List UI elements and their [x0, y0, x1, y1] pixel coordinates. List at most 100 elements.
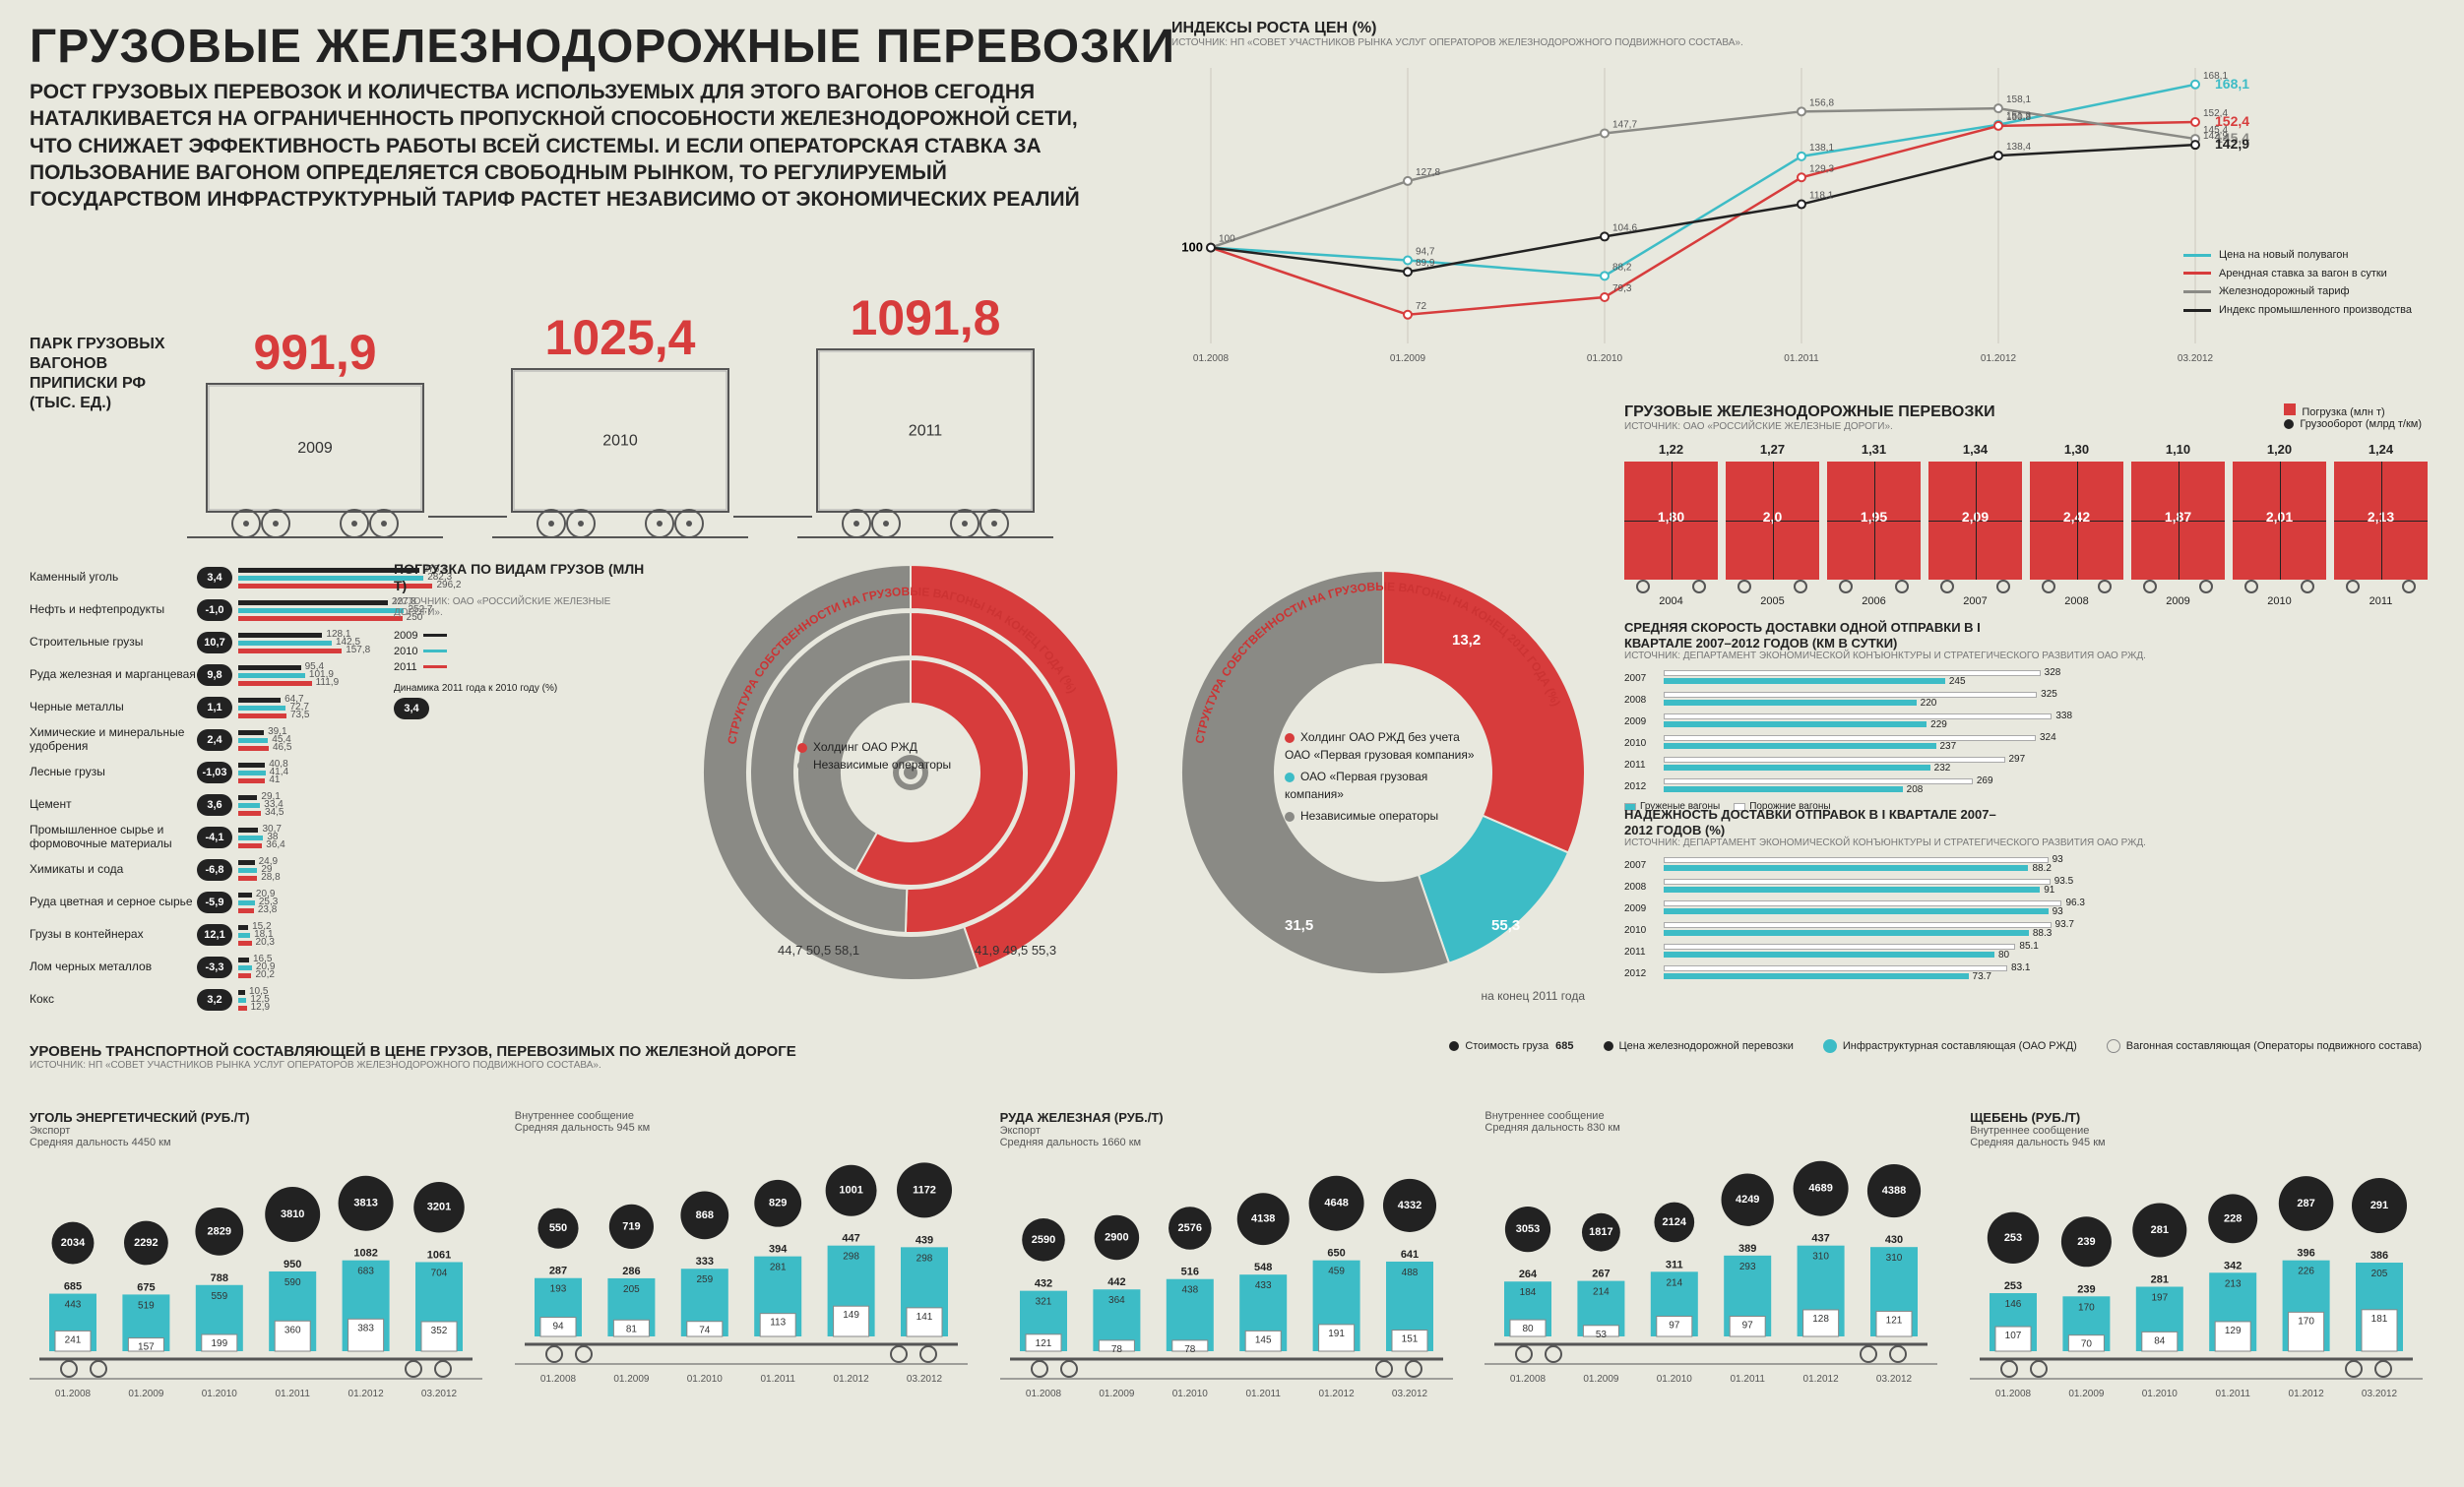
svg-text:170: 170 [2298, 1316, 2314, 1327]
svg-text:226: 226 [2298, 1267, 2314, 1277]
svg-text:829: 829 [769, 1198, 787, 1209]
svg-text:01.2010: 01.2010 [1171, 1389, 1208, 1399]
svg-text:147,7: 147,7 [1612, 119, 1637, 130]
svg-text:437: 437 [1812, 1233, 1830, 1245]
svg-text:394: 394 [769, 1244, 788, 1256]
freight-card: 1,311,95 2006 [1827, 462, 1921, 580]
svg-text:168,1: 168,1 [2203, 71, 2228, 82]
svg-text:79,3: 79,3 [1612, 283, 1632, 294]
svg-text:389: 389 [1738, 1243, 1756, 1255]
delivery-speed-panel: СРЕДНЯЯ СКОРОСТЬ ДОСТАВКИ ОДНОЙ ОТПРАВКИ… [1624, 620, 2441, 812]
svg-text:205: 205 [623, 1284, 640, 1295]
svg-text:214: 214 [1593, 1287, 1610, 1298]
svg-text:950: 950 [284, 1259, 301, 1270]
svg-text:2011: 2011 [909, 423, 943, 440]
svg-text:01.2012: 01.2012 [833, 1374, 869, 1385]
svg-text:01.2010: 01.2010 [687, 1374, 724, 1385]
svg-text:650: 650 [1327, 1248, 1345, 1260]
svg-text:333: 333 [695, 1256, 713, 1268]
svg-text:253: 253 [2004, 1232, 2022, 1244]
svg-text:683: 683 [357, 1267, 374, 1277]
freight-card: 1,221,80 2004 [1624, 462, 1718, 580]
svg-text:3813: 3813 [353, 1198, 377, 1209]
svg-text:01.2011: 01.2011 [1245, 1389, 1281, 1399]
price-index-chart: ИНДЕКСЫ РОСТА ЦЕН (%) ИСТОЧНИК: НП «СОВЕ… [1171, 20, 2432, 394]
svg-text:01.2009: 01.2009 [128, 1389, 164, 1399]
svg-text:01.2009: 01.2009 [1390, 353, 1426, 363]
svg-text:81: 81 [626, 1324, 638, 1334]
freight-card: 1,202,01 2010 [2233, 462, 2326, 580]
svg-text:298: 298 [916, 1253, 932, 1264]
svg-text:267: 267 [1593, 1269, 1611, 1280]
svg-text:03.2012: 03.2012 [1392, 1389, 1428, 1399]
svg-text:548: 548 [1254, 1262, 1272, 1273]
svg-text:241: 241 [65, 1334, 82, 1345]
ownership-donut-2011: СТРУКТУРА СОБСТВЕННОСТИ НА ГРУЗОВЫЕ ВАГО… [1152, 541, 1614, 1003]
freight-card: 1,101,87 2009 [2131, 462, 2225, 580]
svg-text:342: 342 [2224, 1260, 2242, 1271]
svg-text:2829: 2829 [208, 1225, 231, 1237]
svg-text:01.2011: 01.2011 [275, 1389, 310, 1399]
svg-text:281: 281 [2151, 1224, 2169, 1236]
transport-panels: УГОЛЬ ЭНЕРГЕТИЧЕСКИЙ (РУБ./Т)ЭкспортСред… [30, 1110, 2432, 1415]
svg-text:156,8: 156,8 [1809, 97, 1834, 108]
svg-text:01.2008: 01.2008 [55, 1389, 92, 1399]
svg-text:55,3: 55,3 [1491, 917, 1520, 934]
svg-text:150,8: 150,8 [2006, 112, 2031, 123]
svg-text:3201: 3201 [427, 1202, 451, 1213]
freight-card: 1,342,09 2007 [1928, 462, 2022, 580]
svg-text:281: 281 [2151, 1273, 2169, 1285]
price-index-source: ИСТОЧНИК: НП «СОВЕТ УЧАСТНИКОВ РЫНКА УСЛ… [1171, 37, 2432, 48]
svg-text:78: 78 [1110, 1344, 1122, 1355]
cargo-legend: ПОГРУЗКА ПО ВИДАМ ГРУЗОВ (МЛН Т) ИСТОЧНИ… [394, 561, 650, 719]
svg-text:1091,8: 1091,8 [851, 290, 1001, 345]
svg-text:181: 181 [2371, 1314, 2388, 1325]
svg-text:157: 157 [138, 1342, 155, 1353]
svg-text:2034: 2034 [61, 1237, 86, 1249]
reliab-title: НАДЕЖНОСТЬ ДОСТАВКИ ОТПРАВОК В I КВАРТАЛ… [1624, 807, 1998, 837]
svg-text:311: 311 [1666, 1259, 1683, 1270]
reliab-rows: 2007 93 88.2 2008 93.5 91 2009 96.3 93 [1624, 854, 2441, 984]
svg-text:01.2011: 01.2011 [2216, 1389, 2251, 1399]
svg-text:142,9: 142,9 [2203, 131, 2228, 142]
svg-text:4689: 4689 [1809, 1183, 1833, 1195]
railcar-fleet-label: ПАРК ГРУЗОВЫХ ВАГОНОВ ПРИПИСКИ РФ (ТЫС. … [30, 335, 177, 413]
svg-text:439: 439 [916, 1234, 933, 1246]
freight-card: 1,302,42 2008 [2030, 462, 2123, 580]
svg-text:97: 97 [1742, 1321, 1754, 1332]
svg-text:121: 121 [1035, 1338, 1051, 1349]
cargo-year-legend: 200920102011 [394, 630, 650, 673]
svg-text:146: 146 [2005, 1299, 2022, 1310]
svg-text:01.2012: 01.2012 [348, 1389, 385, 1399]
svg-text:239: 239 [2077, 1236, 2095, 1248]
svg-text:170: 170 [2078, 1302, 2095, 1313]
svg-text:868: 868 [695, 1209, 713, 1221]
svg-text:430: 430 [1885, 1234, 1903, 1246]
svg-text:286: 286 [622, 1266, 640, 1277]
railcar-fleet-block: ПАРК ГРУЗОВЫХ ВАГОНОВ ПРИПИСКИ РФ (ТЫС. … [30, 285, 1112, 561]
svg-text:53: 53 [1596, 1330, 1608, 1340]
svg-text:4332: 4332 [1397, 1200, 1421, 1211]
svg-text:97: 97 [1670, 1321, 1681, 1332]
cargo-dynamics-label: Динамика 2011 года к 2010 году (%) [394, 683, 650, 694]
svg-text:253: 253 [2004, 1280, 2022, 1292]
svg-text:152,4: 152,4 [2203, 108, 2228, 119]
svg-text:129: 129 [2225, 1326, 2242, 1336]
svg-text:433: 433 [1254, 1280, 1271, 1291]
svg-text:01.2008: 01.2008 [1193, 353, 1230, 363]
svg-text:01.2009: 01.2009 [2069, 1389, 2106, 1399]
svg-text:94: 94 [552, 1322, 564, 1332]
svg-text:1172: 1172 [913, 1184, 936, 1196]
svg-text:03.2012: 03.2012 [2362, 1389, 2398, 1399]
svg-text:70: 70 [2081, 1339, 2093, 1350]
svg-text:94,7: 94,7 [1416, 247, 1435, 258]
svg-text:158,1: 158,1 [2006, 94, 2031, 105]
svg-text:78: 78 [1184, 1344, 1196, 1355]
svg-text:704: 704 [431, 1268, 448, 1278]
svg-text:239: 239 [2077, 1283, 2095, 1295]
svg-text:01.2009: 01.2009 [1584, 1374, 1620, 1385]
svg-text:74: 74 [699, 1326, 711, 1336]
svg-text:1817: 1817 [1590, 1226, 1613, 1238]
svg-text:31,5: 31,5 [1285, 917, 1313, 934]
svg-text:443: 443 [65, 1300, 82, 1311]
